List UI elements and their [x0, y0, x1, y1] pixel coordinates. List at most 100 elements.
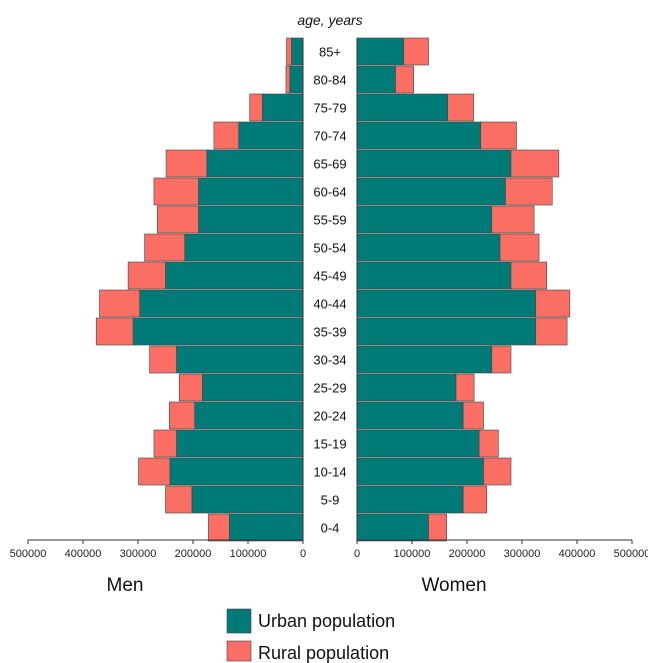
women-urban-bar	[357, 486, 463, 513]
age-group-label: 0-4	[321, 521, 340, 536]
age-group-label: 55-59	[313, 213, 346, 228]
men-rural-bar	[150, 346, 177, 373]
women-rural-bar	[511, 262, 547, 289]
men-rural-bar	[287, 38, 292, 65]
women-rural-bar	[492, 206, 534, 233]
women-rural-bar	[396, 66, 414, 93]
men-urban-bar	[291, 38, 303, 65]
women-rural-bar	[492, 346, 511, 373]
men-urban-bar	[185, 234, 303, 261]
men-rural-bar	[179, 374, 202, 401]
women-rural-bar	[456, 374, 474, 401]
women-urban-bar	[357, 38, 404, 65]
men-urban-bar	[177, 430, 304, 457]
men-x-tick-label: 200000	[175, 548, 212, 560]
women-urban-bar	[357, 514, 429, 541]
women-x-tick-label: 0	[354, 548, 360, 560]
women-urban-bar	[357, 122, 481, 149]
women-rural-bar	[500, 234, 539, 261]
women-rural-bar	[404, 38, 429, 65]
women-urban-bar	[357, 346, 492, 373]
women-rural-bar	[463, 402, 483, 429]
women-urban-bar	[357, 262, 511, 289]
women-rural-bar	[479, 430, 498, 457]
men-urban-bar	[177, 346, 304, 373]
men-rural-bar	[166, 486, 192, 513]
women-urban-bar	[357, 94, 448, 121]
men-rural-bar	[166, 150, 207, 177]
age-group-label: 45-49	[313, 269, 346, 284]
age-group-label: 10-14	[313, 465, 346, 480]
women-urban-bar	[357, 318, 536, 345]
men-rural-bar	[154, 430, 177, 457]
men-rural-bar	[208, 514, 229, 541]
age-group-label: 80-84	[313, 73, 346, 88]
age-group-label: 5-9	[321, 493, 340, 508]
women-urban-bar	[357, 178, 506, 205]
women-urban-bar	[357, 458, 484, 485]
men-rural-bar	[96, 318, 133, 345]
age-labels: 85+ 80-84 75-79 70-74 65-69 60-64 55-59 50-54 45…	[313, 45, 346, 536]
age-group-label: 70-74	[313, 129, 346, 144]
age-group-label: 85+	[319, 45, 341, 60]
men-urban-bar	[166, 262, 304, 289]
women-rural-bar	[484, 458, 512, 485]
men-urban-bar	[199, 206, 304, 233]
y-axis-title: age, years	[297, 12, 362, 28]
women-urban-bar	[357, 430, 479, 457]
men-urban-bar	[170, 458, 303, 485]
age-group-label: 25-29	[313, 381, 346, 396]
men-urban-bar	[290, 66, 303, 93]
age-group-label: 35-39	[313, 325, 346, 340]
women-rural-bar	[536, 290, 570, 317]
men-urban-bar	[202, 374, 303, 401]
men-urban-bar	[192, 486, 303, 513]
age-group-label: 20-24	[313, 409, 346, 424]
men-rural-bar	[128, 262, 165, 289]
women-rural-bar	[536, 318, 567, 345]
legend: Urban population Rural population	[227, 609, 395, 663]
men-urban-bar	[133, 318, 303, 345]
women-x-tick-label: 400000	[559, 548, 596, 560]
age-group-label: 40-44	[313, 297, 346, 312]
age-group-label: 60-64	[313, 185, 346, 200]
women-urban-bar	[357, 206, 492, 233]
women-rural-bar	[481, 122, 517, 149]
women-urban-bar	[357, 374, 456, 401]
women-x-tick-label: 300000	[504, 548, 541, 560]
women-label: Women	[421, 575, 486, 596]
women-urban-bar	[357, 402, 463, 429]
age-group-label: 15-19	[313, 437, 346, 452]
men-rural-bar	[139, 458, 170, 485]
men-x-tick-label: 400000	[65, 548, 102, 560]
women-rural-bar	[511, 150, 559, 177]
men-x-tick-label: 100000	[230, 548, 267, 560]
age-group-label: 75-79	[313, 101, 346, 116]
men-rural-bar	[154, 178, 199, 205]
legend-label-urban: Urban population	[258, 611, 395, 631]
women-x-tick-label: 500000	[614, 548, 648, 560]
men-rural-bar	[286, 66, 290, 93]
men-rural-bar	[145, 234, 185, 261]
women-urban-bar	[357, 234, 500, 261]
age-group-label: 65-69	[313, 157, 346, 172]
men-urban-bar	[229, 514, 303, 541]
women-x-tick-label: 200000	[449, 548, 486, 560]
women-urban-bar	[357, 150, 511, 177]
men-urban-bar	[239, 122, 303, 149]
men-x-tick-label: 500000	[10, 548, 47, 560]
women-rural-bar	[448, 94, 474, 121]
women-rural-bar	[429, 514, 447, 541]
men-rural-bar	[100, 290, 140, 317]
women-urban-bar	[357, 66, 396, 93]
men-urban-bar	[262, 94, 303, 121]
men-urban-bar	[195, 402, 303, 429]
men-rural-bar	[169, 402, 194, 429]
legend-label-rural: Rural population	[258, 643, 389, 663]
age-group-label: 50-54	[313, 241, 346, 256]
men-x-tick-label: 300000	[120, 548, 157, 560]
age-group-label: 30-34	[313, 353, 346, 368]
men-x-tick-label: 0	[300, 548, 306, 560]
men-urban-bar	[207, 150, 303, 177]
